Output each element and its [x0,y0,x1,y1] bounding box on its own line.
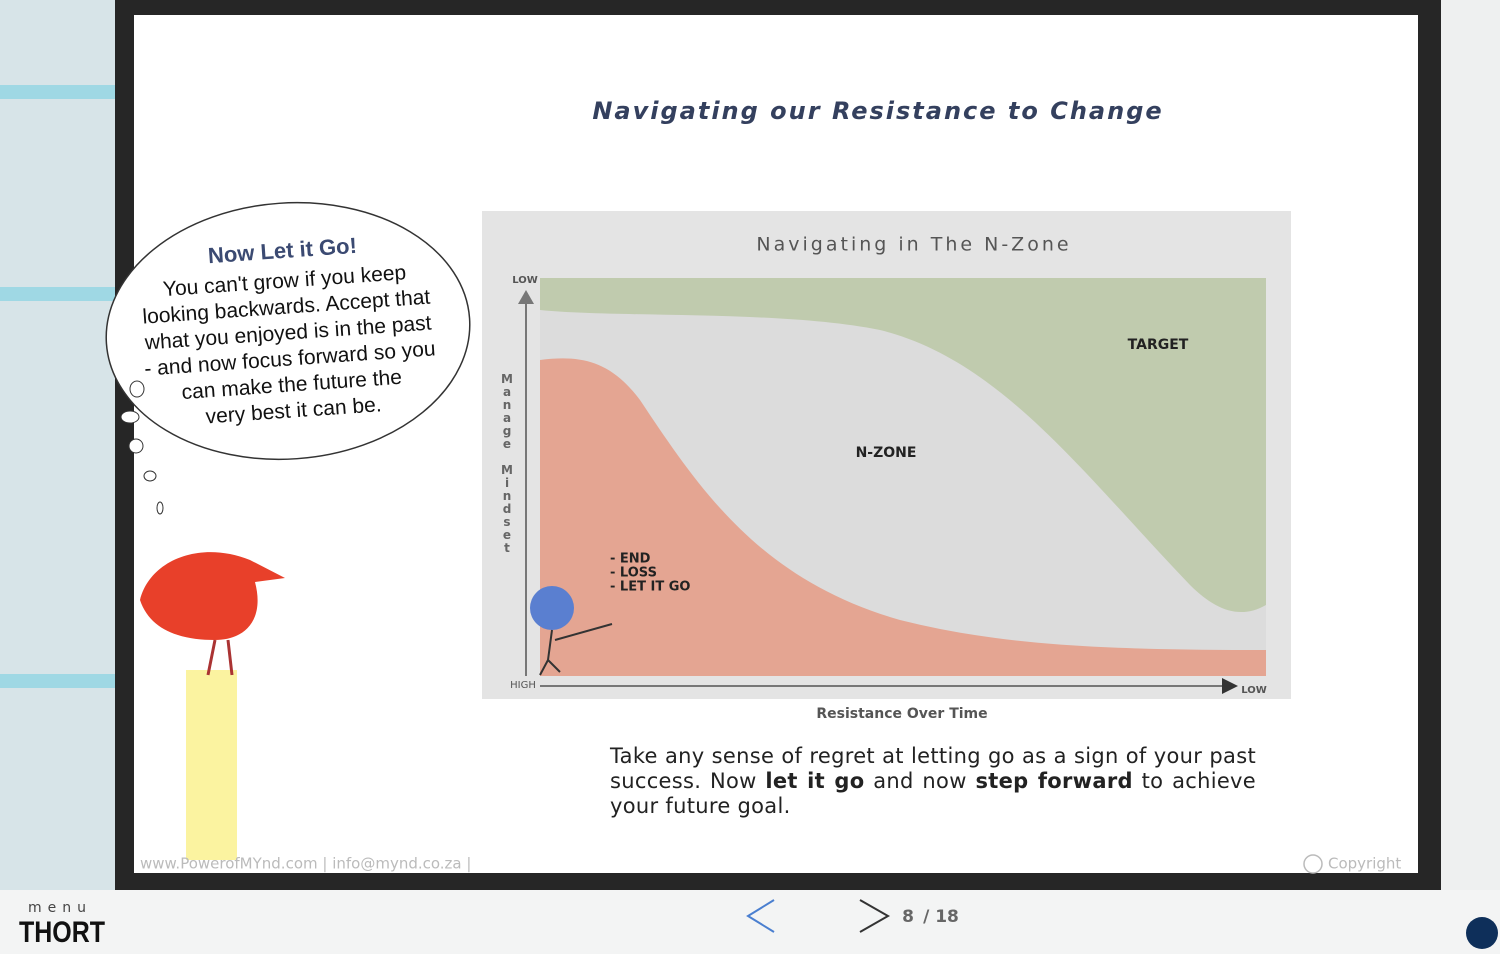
nzone-label: N-ZONE [856,445,917,461]
character-body [539,623,613,676]
sidebar-bar [0,287,115,301]
sidebar [0,0,115,890]
copyright-icon [1303,854,1323,874]
text-run: and now [864,769,976,793]
pillar [186,670,237,860]
target-label: TARGET [1128,337,1189,353]
page-number: 8 [902,907,914,927]
bubble-dot [143,470,157,482]
diagram-title: Navigating in The N-Zone [756,234,1071,256]
x-end-label: LOW [1241,685,1267,696]
bubble-dot [120,410,140,424]
copyright: Copyright [1328,855,1401,873]
y-arrow [518,290,534,304]
slide-paragraph: Take any sense of regret at letting go a… [610,744,1256,819]
axis-labels: LOW HIGH LOW [510,275,1267,696]
bubble-dot [156,501,164,515]
sidebar-bar [0,674,115,688]
footer-links[interactable]: www.PowerofMYnd.com | info@mynd.co.za | [140,855,471,873]
slide-title: Navigating our Resistance to Change [592,97,1163,125]
y-top-label: LOW [512,275,538,286]
bubble-dot [128,438,144,454]
bird-legs [206,639,234,676]
loss-zone [540,358,1266,676]
next-button[interactable] [859,899,891,933]
sidebar-bar [0,85,115,99]
bird [140,552,285,640]
page-total: / 18 [923,907,959,927]
text-run: Take any sense of regret at letting go a… [610,744,1256,793]
note: - LET IT GO [610,580,690,595]
prev-button[interactable] [746,899,775,933]
y-axis-label: Manage Mindset [500,372,514,554]
target-zone [540,278,1266,613]
emphasis: step forward [975,769,1133,793]
menu-label[interactable]: menu [28,900,92,916]
emphasis: let it go [765,769,865,793]
character-head [530,586,574,630]
origin-label: HIGH [510,680,536,691]
bottom-bar [0,890,1500,954]
corner-logo[interactable] [1466,917,1498,949]
diagram-caption: Resistance Over Time [816,706,987,722]
x-arrow [1222,678,1238,694]
thought-bubble [105,201,471,461]
bubble-dot [129,380,145,398]
note: - END [610,552,651,567]
brand: THORT [19,916,105,949]
note: - LOSS [610,566,657,581]
text-run: to achieve your future goal. [610,769,1256,818]
loss-notes: - END - LOSS - LET IT GO [610,552,690,595]
